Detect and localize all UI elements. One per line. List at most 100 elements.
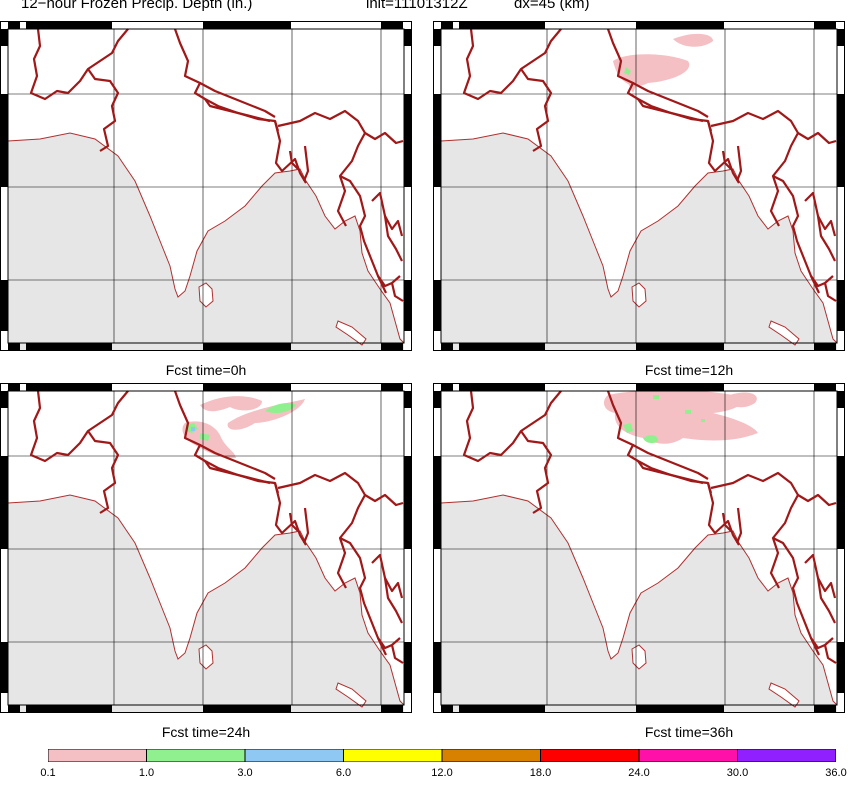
- andaman-islands: [335, 320, 367, 346]
- country-border: [371, 191, 404, 237]
- sri-lanka: [631, 644, 647, 670]
- colorbar-bin: [737, 749, 836, 762]
- frame-tick: [837, 29, 845, 46]
- country-border: [87, 430, 120, 514]
- frame-tick: [459, 21, 545, 29]
- country-border: [273, 120, 307, 184]
- frame-tick: [837, 391, 845, 408]
- country-border: [302, 507, 310, 544]
- frame-tick: [459, 343, 545, 351]
- country-border: [273, 482, 307, 546]
- colorbar: [48, 749, 836, 762]
- frame-tick: [0, 280, 8, 331]
- frame-tick: [636, 383, 724, 391]
- frame-tick: [0, 29, 8, 46]
- frame-tick: [404, 642, 412, 693]
- country-border: [637, 460, 704, 485]
- country-border: [288, 512, 299, 532]
- country-border: [383, 577, 403, 624]
- country-border: [364, 493, 404, 507]
- frame-tick: [814, 21, 836, 29]
- country-border: [204, 98, 271, 123]
- country-border: [721, 150, 732, 170]
- country-border: [804, 553, 837, 599]
- country-border: [390, 644, 404, 664]
- country-border: [772, 175, 820, 294]
- country-border: [390, 282, 404, 302]
- colorbar-tick-label: 3.0: [237, 767, 253, 779]
- andaman-islands: [768, 320, 800, 346]
- frame-tick: [0, 391, 8, 408]
- frame-tick: [381, 705, 403, 713]
- country-border: [520, 430, 553, 514]
- country-border: [735, 507, 743, 544]
- frame-tick: [381, 21, 403, 29]
- frame-tick: [441, 705, 453, 713]
- colorbar-tick-label: 12.0: [431, 767, 453, 779]
- frame-tick: [636, 705, 724, 713]
- fcst-label-0h: Fcst time=0h: [165, 362, 247, 378]
- country-border: [199, 444, 276, 480]
- grid-spacing: dx=45 (km): [514, 0, 590, 12]
- map-panel-36h: [433, 383, 845, 713]
- country-border: [816, 215, 836, 262]
- country-border: [721, 512, 732, 532]
- sri-lanka: [198, 644, 214, 670]
- colorbar-tick-label: 6.0: [335, 767, 352, 779]
- country-border: [288, 150, 299, 170]
- precip-contour: [685, 410, 691, 414]
- frame-tick: [26, 705, 112, 713]
- country-border: [364, 131, 404, 145]
- frame-tick: [433, 456, 441, 549]
- frame-tick: [433, 391, 441, 408]
- country-border: [632, 82, 709, 118]
- frame-tick: [203, 343, 291, 351]
- frame-tick: [404, 280, 412, 331]
- colorbar-bin: [441, 749, 541, 762]
- frame-tick: [837, 94, 845, 187]
- precip-contour: [624, 67, 631, 75]
- country-border: [377, 275, 401, 288]
- precip-contour: [200, 396, 262, 412]
- precip-contour: [265, 403, 296, 413]
- country-border: [804, 191, 837, 237]
- sri-lanka: [198, 282, 214, 308]
- coastline: [7, 132, 405, 344]
- frame-tick: [814, 705, 836, 713]
- fcst-label-36h: Fcst time=36h: [644, 724, 734, 740]
- frame-tick: [26, 343, 112, 351]
- frame-tick: [433, 94, 441, 187]
- country-border: [772, 537, 820, 656]
- frame-tick: [203, 383, 291, 391]
- country-border: [816, 577, 836, 624]
- frame-tick: [404, 29, 412, 46]
- country-border: [706, 482, 740, 546]
- country-border: [302, 145, 310, 182]
- country-border: [383, 215, 403, 262]
- ocean: [441, 133, 837, 351]
- frame-tick: [8, 383, 20, 391]
- ocean: [441, 495, 837, 713]
- precip-contour: [701, 419, 705, 422]
- map-0h: [0, 21, 412, 351]
- country-border: [29, 28, 129, 101]
- country-border: [339, 537, 387, 656]
- country-border: [797, 131, 837, 145]
- country-border: [637, 98, 704, 123]
- frame-tick: [8, 705, 20, 713]
- map-panel-0h: [0, 21, 412, 351]
- frame-tick: [814, 383, 836, 391]
- frame-tick: [0, 94, 8, 187]
- frame-tick: [26, 383, 112, 391]
- frame-tick: [381, 383, 403, 391]
- frame-tick: [8, 343, 20, 351]
- country-border: [520, 68, 553, 152]
- ocean: [8, 495, 404, 713]
- colorbar-bin: [146, 749, 246, 762]
- frame-tick: [381, 343, 403, 351]
- frame-tick: [433, 642, 441, 693]
- colorbar-tick-label: 18.0: [529, 767, 552, 779]
- frame-tick: [837, 280, 845, 331]
- colorbar-bin: [638, 749, 738, 762]
- country-border: [810, 637, 834, 650]
